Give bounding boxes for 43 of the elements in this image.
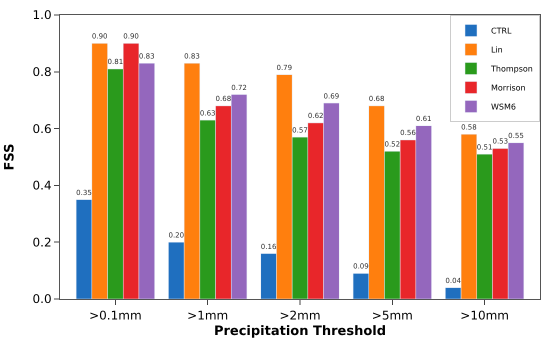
x-tick-label: >5mm xyxy=(372,308,413,322)
x-tick-label: >1mm xyxy=(187,308,228,322)
data-label: 0.51 xyxy=(476,142,492,152)
data-label: 0.55 xyxy=(508,131,524,140)
data-label: 0.68 xyxy=(368,94,384,104)
data-label: 0.83 xyxy=(138,52,155,61)
y-tick-label: 0.6 xyxy=(32,122,52,136)
y-tick-label: 0.8 xyxy=(32,65,52,79)
x-tick-label: >2mm xyxy=(279,308,321,322)
data-label: 0.62 xyxy=(308,111,324,120)
y-tick-label: 0.2 xyxy=(32,235,52,250)
data-label: 0.63 xyxy=(200,108,216,118)
data-label: 0.90 xyxy=(92,32,108,41)
legend-label: Thompson xyxy=(490,64,533,74)
data-label: 0.68 xyxy=(216,94,232,104)
legend-label: CTRL xyxy=(491,26,512,36)
y-tick-label: 1.0 xyxy=(32,8,52,22)
data-label: 0.83 xyxy=(184,52,200,61)
legend-label: Lin xyxy=(491,46,503,55)
y-axis-title: FSS xyxy=(2,143,18,171)
x-tick-label: >10mm xyxy=(460,308,509,322)
x-axis-title: Precipitation Threshold xyxy=(214,324,386,339)
data-label: 0.61 xyxy=(416,114,432,123)
data-label: 0.16 xyxy=(260,242,277,251)
data-label: 0.58 xyxy=(461,122,477,132)
data-label: 0.72 xyxy=(231,82,247,92)
data-label: 0.56 xyxy=(400,128,416,138)
legend-label: Morrison xyxy=(491,84,526,93)
data-label: 0.52 xyxy=(384,140,400,149)
data-label: 0.90 xyxy=(123,32,139,41)
legend-label: WSM6 xyxy=(491,102,516,112)
data-label: 0.57 xyxy=(292,125,308,134)
data-label: 0.20 xyxy=(168,230,184,240)
x-tick-label: >0.1mm xyxy=(89,308,142,322)
data-label: 0.53 xyxy=(492,136,508,146)
y-tick-label: 0.4 xyxy=(32,178,52,193)
data-label: 0.09 xyxy=(353,262,369,271)
data-label: 0.79 xyxy=(276,62,292,72)
data-label: 0.04 xyxy=(445,276,462,285)
y-tick-label: 0.0 xyxy=(32,292,52,306)
data-label: 0.35 xyxy=(76,188,92,197)
data-label: 0.81 xyxy=(108,57,124,66)
data-label: 0.69 xyxy=(324,91,340,100)
